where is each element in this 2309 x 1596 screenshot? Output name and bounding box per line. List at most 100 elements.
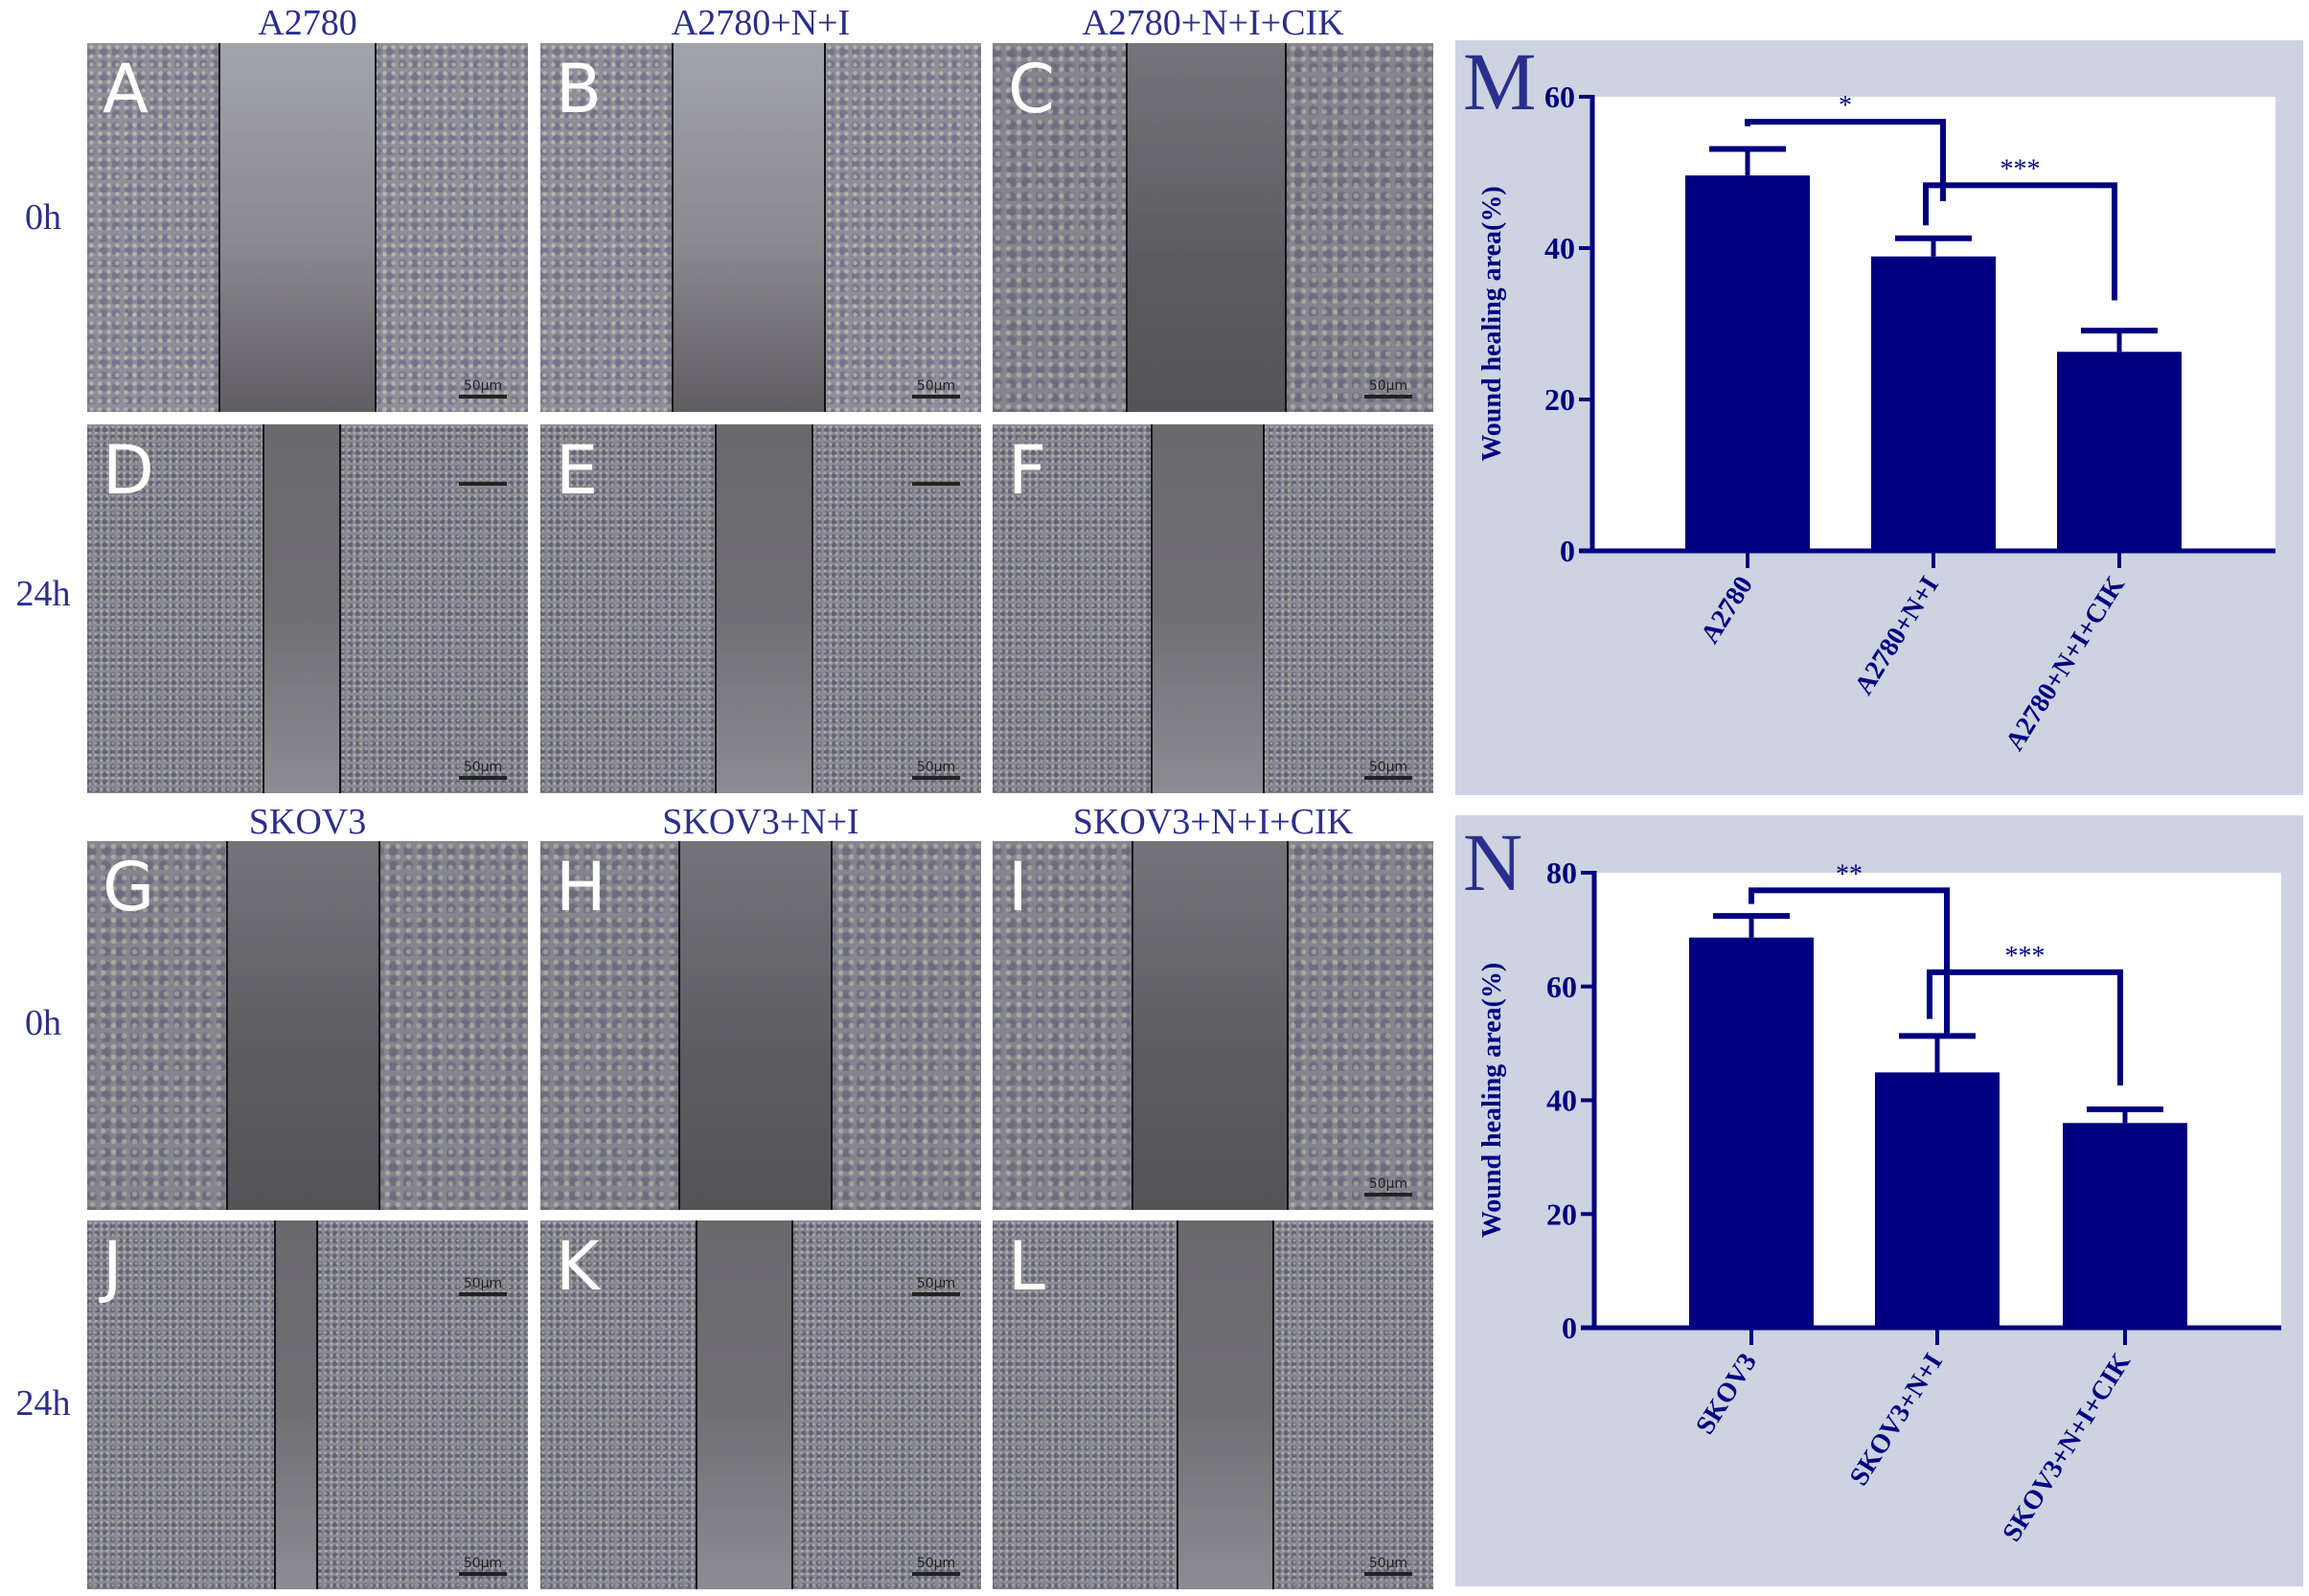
bar-1 — [1871, 256, 1996, 551]
wound-edge-left-line — [678, 841, 680, 1210]
wound-edge-right-line — [316, 1220, 318, 1589]
significance-label: ** — [1836, 859, 1863, 889]
wound-gap — [220, 43, 375, 412]
scale-bar-label: 50μm — [916, 1276, 956, 1291]
wound-edge-left-line — [1126, 43, 1128, 412]
micrograph-panel-g: G — [87, 841, 528, 1210]
bar-chart-m: M 0 20 40 60 Wound healing area(%) A2780 A2780+… — [1463, 40, 2275, 756]
wound-gap — [717, 424, 812, 793]
y-tick-label: 60 — [1546, 969, 1577, 1004]
scale-bar — [459, 482, 507, 486]
x-category-label: A2780+N+I — [1849, 571, 1945, 700]
column-title-skov3: SKOV3 — [248, 802, 367, 842]
scale-bar: 50μm — [1364, 760, 1412, 780]
wound-edge-right-line — [378, 841, 380, 1210]
wound-edge-left-line — [1151, 424, 1153, 793]
scale-bar-label: 50μm — [916, 1556, 956, 1571]
y-tick-label: 0 — [1562, 1311, 1577, 1345]
wound-edge-right-line — [791, 1220, 793, 1589]
wound-edge-left-line — [1132, 841, 1133, 1210]
scale-bar-label: 50μm — [463, 1276, 503, 1291]
micrograph-panel-b: B 50μm — [540, 43, 981, 412]
bar-2 — [2057, 352, 2182, 551]
wound-gap — [228, 841, 378, 1210]
scale-bar: 50μm — [912, 1556, 960, 1576]
panel-letter: G — [103, 848, 155, 926]
wound-edge-right-line — [1285, 43, 1287, 412]
significance-bracket — [1923, 182, 2117, 301]
wound-gap — [1153, 424, 1263, 793]
panel-letter: F — [1008, 431, 1047, 510]
micrograph-panel-d: D 50μm — [87, 424, 528, 793]
scale-bar: 50μm — [459, 1556, 507, 1576]
micrograph-panel-k: K 50μm 50μm — [540, 1220, 981, 1589]
wound-edge-left-line — [1177, 1220, 1178, 1589]
scale-bar: 50μm — [912, 760, 960, 780]
wound-edge-left-line — [263, 424, 264, 793]
scale-bar-label: 50μm — [463, 378, 503, 394]
panel-letter: E — [556, 431, 599, 510]
scale-bar-label: 50μm — [916, 760, 956, 775]
wound-gap — [680, 841, 831, 1210]
scale-bar: 50μm — [1364, 378, 1412, 399]
x-category-label: SKOV3+N+I — [1844, 1348, 1949, 1491]
y-tick-label: 0 — [1560, 534, 1575, 568]
scale-bar-label: 50μm — [463, 1556, 503, 1571]
significance-bracket — [1749, 887, 1950, 1036]
row-label-24h-skov3: 24h — [15, 1383, 71, 1424]
column-title-a2780: A2780 — [258, 3, 357, 43]
scale-bar-label: 50μm — [1368, 760, 1408, 775]
micrograph-panel-l: L 50μm — [993, 1220, 1433, 1589]
wound-edge-left-line — [715, 424, 717, 793]
micrograph-panel-i: I 50μm — [993, 841, 1433, 1210]
wound-edge-right-line — [1263, 424, 1265, 793]
y-tick-label: 20 — [1544, 382, 1575, 417]
wound-gap — [697, 1220, 791, 1589]
scale-bar-label: 50μm — [463, 760, 503, 775]
chart-panel-n: N 0 20 40 60 80 Wound healing area(%) SKOV3 SKOV… — [1455, 815, 2303, 1586]
panel-letter: C — [1008, 50, 1055, 128]
y-tick-label: 40 — [1544, 231, 1575, 265]
column-title-a2780-ni-cik: A2780+N+I+CIK — [1082, 3, 1344, 43]
scale-bar-label: 50μm — [1368, 1176, 1408, 1192]
row-label-24h-a2780: 24h — [15, 574, 71, 614]
panel-letter: K — [556, 1227, 600, 1306]
wound-edge-right-line — [831, 841, 833, 1210]
y-tick-label: 80 — [1546, 855, 1577, 890]
wound-gap — [1128, 43, 1285, 412]
x-category-label: SKOV3+N+I+CIK — [1997, 1348, 2137, 1547]
panel-letter: D — [103, 431, 154, 510]
panel-letter: B — [556, 50, 603, 128]
wound-gap — [1133, 841, 1287, 1210]
column-title-skov3-ni: SKOV3+N+I — [662, 802, 859, 842]
panel-letter: I — [1008, 848, 1028, 926]
wound-edge-left-line — [226, 841, 228, 1210]
wound-gap — [276, 1220, 316, 1589]
panel-letter: L — [1008, 1227, 1045, 1306]
wound-edge-left-line — [696, 1220, 697, 1589]
scale-bar: 50μm — [912, 378, 960, 399]
scale-bar-label: 50μm — [1368, 378, 1408, 394]
wound-edge-left-line — [672, 43, 674, 412]
scale-bar-label: 50μm — [916, 378, 956, 394]
wound-gap — [1178, 1220, 1272, 1589]
scale-bar-label: 50μm — [1368, 1556, 1408, 1571]
chart-panel-m: M 0 20 40 60 Wound healing area(%) A2780 A2780+… — [1455, 40, 2303, 795]
significance-bracket — [1745, 119, 1946, 202]
micrograph-panel-j: J 50μm 50μm — [87, 1220, 528, 1589]
wound-edge-left-line — [274, 1220, 276, 1589]
micrograph-panel-e: E 50μm — [540, 424, 981, 793]
wound-edge-right-line — [339, 424, 341, 793]
wound-edge-right-line — [1272, 1220, 1274, 1589]
scale-bar — [912, 482, 960, 486]
row-label-0h-a2780: 0h — [25, 197, 61, 238]
panel-letter: J — [103, 1227, 123, 1306]
wound-edge-right-line — [812, 424, 813, 793]
x-category-label: A2780 — [1695, 571, 1759, 649]
scale-bar: 50μm — [459, 1276, 507, 1296]
bar-2 — [2063, 1123, 2187, 1328]
micrograph-panel-c: C 50μm — [993, 43, 1433, 412]
column-title-skov3-ni-cik: SKOV3+N+I+CIK — [1072, 802, 1354, 842]
wound-edge-right-line — [375, 43, 377, 412]
significance-bracket — [1927, 969, 2123, 1086]
